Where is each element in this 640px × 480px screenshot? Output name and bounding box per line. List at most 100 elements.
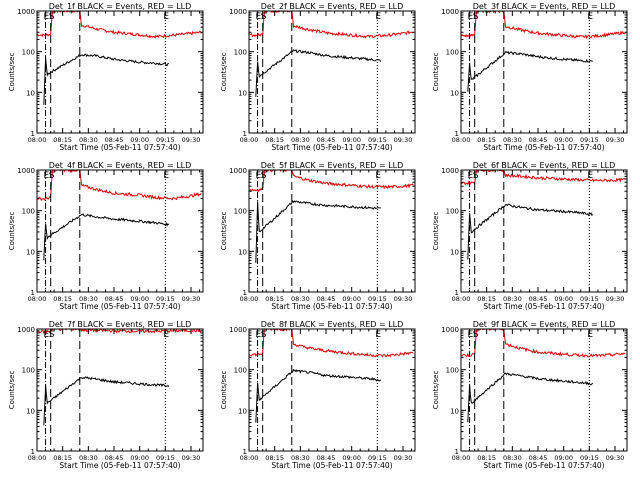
x-tick-label: 09:30	[394, 136, 413, 144]
x-tick-label: 08:00	[240, 136, 259, 144]
x-axis-label: Start Time (05-Feb-11 07:57:40)	[483, 143, 604, 152]
marker-label: S	[473, 330, 479, 340]
y-tick-label: 10	[238, 89, 247, 97]
marker-label: S	[261, 12, 267, 22]
chart-title: Det_5f BLACK = Events, RED = LLD	[261, 161, 404, 170]
x-axis-label: Start Time (05-Feb-11 07:57:40)	[271, 143, 392, 152]
x-tick-label: 08:45	[529, 136, 548, 144]
marker-label: E	[587, 171, 593, 181]
y-axis-label: Counts/sec	[8, 53, 16, 92]
x-tick-label: 08:15	[477, 295, 496, 303]
y-tick-label: 1	[455, 289, 459, 297]
marker-label: E	[256, 171, 262, 181]
x-axis-label: Start Time (05-Feb-11 07:57:40)	[59, 302, 180, 311]
events-series-line	[467, 372, 594, 423]
y-tick-label: 1	[31, 289, 35, 297]
plot-frame	[248, 169, 416, 293]
y-tick-label: 10	[26, 89, 35, 97]
y-axis-label: Counts/sec	[220, 212, 228, 251]
x-tick-label: 08:15	[477, 136, 496, 144]
y-tick-label: 1	[243, 289, 247, 297]
y-tick-label: 100	[234, 208, 247, 216]
x-axis-label: Start Time (05-Feb-11 07:57:40)	[483, 461, 604, 470]
marker-label: E	[375, 12, 381, 22]
x-tick-label: 08:00	[452, 136, 471, 144]
chart-title: Det_9f BLACK = Events, RED = LLD	[473, 320, 616, 329]
events-series-line	[43, 213, 170, 261]
x-tick-label: 09:15	[156, 136, 175, 144]
marker-label: E	[44, 12, 50, 22]
x-tick-label: 08:30	[503, 454, 522, 462]
chart-title: Det_6f BLACK = Events, RED = LLD	[473, 161, 616, 170]
events-series-line	[255, 368, 382, 423]
marker-label: S	[49, 171, 55, 181]
plot-frame	[248, 10, 416, 134]
marker-label: E	[163, 12, 169, 22]
y-tick-label: 100	[234, 367, 247, 375]
x-tick-label: 08:00	[452, 454, 471, 462]
lld-series-line	[249, 170, 414, 192]
x-tick-label: 08:45	[105, 295, 124, 303]
y-tick-label: 1000	[229, 8, 247, 16]
lld-series-line	[461, 329, 626, 358]
marker-label: E	[163, 171, 169, 181]
marker-label: E	[375, 171, 381, 181]
plot-frame	[36, 10, 204, 134]
y-tick-label: 100	[22, 367, 35, 375]
x-axis-label: Start Time (05-Feb-11 07:57:40)	[271, 302, 392, 311]
chart-title: Det_8f BLACK = Events, RED = LLD	[261, 320, 404, 329]
x-tick-label: 08:45	[529, 454, 548, 462]
x-tick-label: 09:15	[368, 295, 387, 303]
x-tick-label: 08:45	[317, 454, 336, 462]
lld-series-line	[249, 11, 414, 39]
y-tick-label: 1000	[229, 167, 247, 175]
x-tick-label: 08:45	[105, 454, 124, 462]
y-tick-label: 10	[238, 407, 247, 415]
x-tick-label: 08:30	[291, 295, 310, 303]
x-tick-label: 08:15	[53, 295, 72, 303]
y-tick-label: 1	[455, 130, 459, 138]
y-tick-label: 1000	[441, 167, 459, 175]
x-tick-label: 08:30	[79, 454, 98, 462]
y-axis-label: Counts/sec	[220, 53, 228, 92]
x-tick-label: 08:30	[503, 295, 522, 303]
y-tick-label: 1	[243, 448, 247, 456]
x-tick-label: 08:30	[291, 454, 310, 462]
y-tick-label: 100	[22, 208, 35, 216]
y-tick-label: 10	[450, 248, 459, 256]
marker-label: E	[468, 330, 474, 340]
x-axis-label: Start Time (05-Feb-11 07:57:40)	[483, 302, 604, 311]
y-tick-label: 1000	[441, 326, 459, 334]
y-tick-label: 100	[446, 367, 459, 375]
x-tick-label: 09:00	[554, 295, 573, 303]
x-tick-label: 09:15	[156, 295, 175, 303]
x-axis-label: Start Time (05-Feb-11 07:57:40)	[271, 461, 392, 470]
x-tick-label: 08:15	[53, 454, 72, 462]
x-tick-label: 09:30	[606, 454, 625, 462]
y-tick-label: 100	[22, 49, 35, 57]
lld-series-line	[37, 11, 202, 39]
x-tick-label: 09:30	[394, 454, 413, 462]
x-tick-label: 08:00	[240, 295, 259, 303]
y-tick-label: 10	[26, 248, 35, 256]
y-tick-label: 1000	[17, 167, 35, 175]
marker-label: S	[49, 330, 55, 340]
plot-frame	[36, 169, 204, 293]
x-tick-label: 09:15	[580, 295, 599, 303]
x-axis-label: Start Time (05-Feb-11 07:57:40)	[59, 143, 180, 152]
plot-frame	[36, 328, 204, 452]
x-tick-label: 08:00	[28, 295, 47, 303]
y-tick-label: 1	[31, 130, 35, 138]
y-tick-label: 1000	[17, 8, 35, 16]
x-axis-label: Start Time (05-Feb-11 07:57:40)	[59, 461, 180, 470]
chart-title: Det_3f BLACK = Events, RED = LLD	[473, 2, 616, 11]
y-axis-label: Counts/sec	[432, 53, 440, 92]
x-tick-label: 08:30	[79, 295, 98, 303]
y-tick-label: 100	[234, 49, 247, 57]
